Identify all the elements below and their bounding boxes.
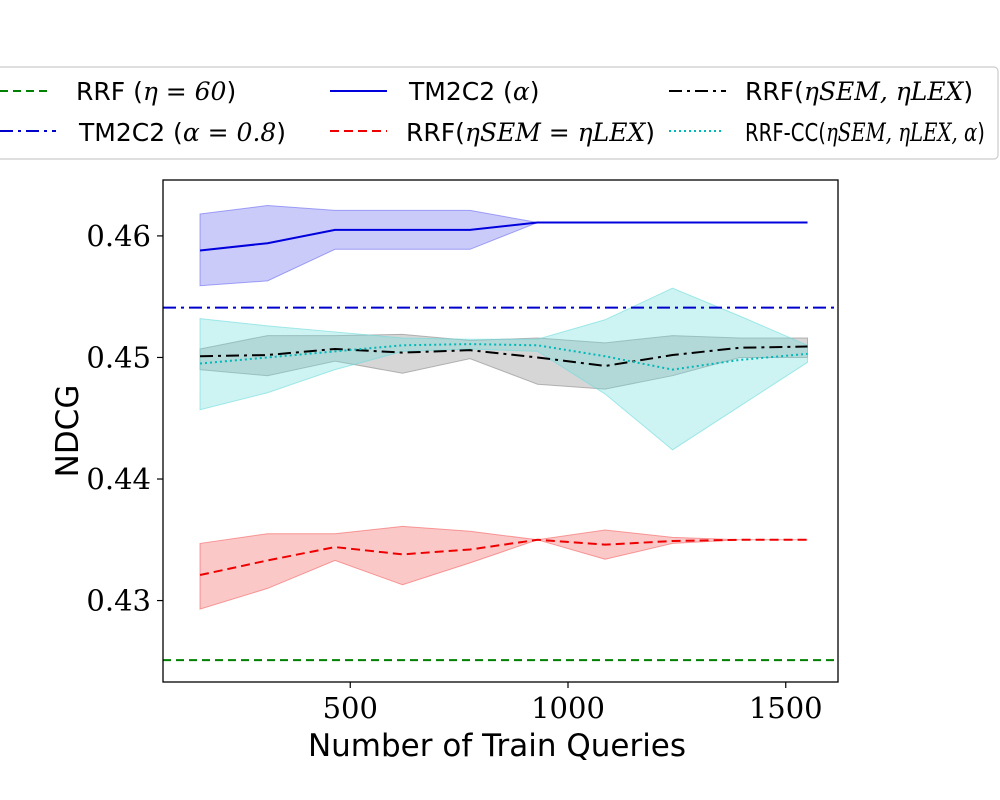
series-rrf-cc-sem-lex-line — [199, 343, 808, 371]
x-tick-label: 500 — [323, 691, 378, 725]
series-rrf-sem-lex-line — [199, 538, 808, 577]
y-tick-label: 0.46 — [86, 219, 151, 253]
legend-entry-rrf-60: RRF (η = 60) — [0, 77, 236, 106]
x-tick-label: 1500 — [749, 691, 823, 725]
y-tick-label: 0.44 — [86, 462, 151, 496]
legend-frame — [0, 66, 999, 160]
series-tm2c2-line — [199, 221, 808, 252]
x-tick-label: 1000 — [531, 691, 605, 725]
series-rrf-sem-lex-band — [199, 525, 808, 610]
legend-entry-rrf-cc: RRF-CC(ηSEM, ηLEX, α) — [669, 118, 985, 147]
series-tm2c2-band — [199, 205, 808, 287]
legend-entry-tm2c2-0.8: TM2C2 (α = 0.8) — [0, 118, 286, 147]
legend-label: RRF(ηSEM, ηLEX) — [745, 77, 973, 106]
legend: RRF (η = 60) TM2C2 (α = 0.8) TM2C2 (α) R… — [0, 66, 999, 160]
legend-label: TM2C2 (α) — [408, 77, 539, 106]
legend-entry-rrf-equal: RRF(ηSEM = ηLEX) — [330, 118, 655, 147]
plot-frame — [162, 179, 839, 683]
legend-label: TM2C2 (α = 0.8) — [78, 118, 286, 147]
legend-entry-rrf-sem-lex: RRF(ηSEM, ηLEX) — [669, 77, 973, 106]
series-lines — [163, 221, 838, 662]
legend-label: RRF-CC(ηSEM, ηLEX, α) — [745, 118, 985, 147]
x-axis: 500 1000 1500 — [323, 682, 823, 725]
x-axis-label: Number of Train Queries — [308, 728, 686, 764]
legend-label: RRF(ηSEM = ηLEX) — [406, 118, 655, 147]
legend-entry-tm2c2-alpha: TM2C2 (α) — [330, 77, 539, 106]
series-rrf-sem-lex-line — [199, 345, 808, 367]
legend-label: RRF (η = 60) — [76, 77, 236, 106]
y-tick-label: 0.45 — [86, 340, 151, 374]
y-tick-label: 0.43 — [86, 584, 151, 618]
y-axis-label: NDCG — [50, 385, 86, 478]
confidence-bands — [199, 205, 809, 610]
y-axis: 0.43 0.44 0.45 0.46 — [86, 219, 163, 618]
series-rrf-cc-sem-lex-band — [199, 287, 809, 451]
